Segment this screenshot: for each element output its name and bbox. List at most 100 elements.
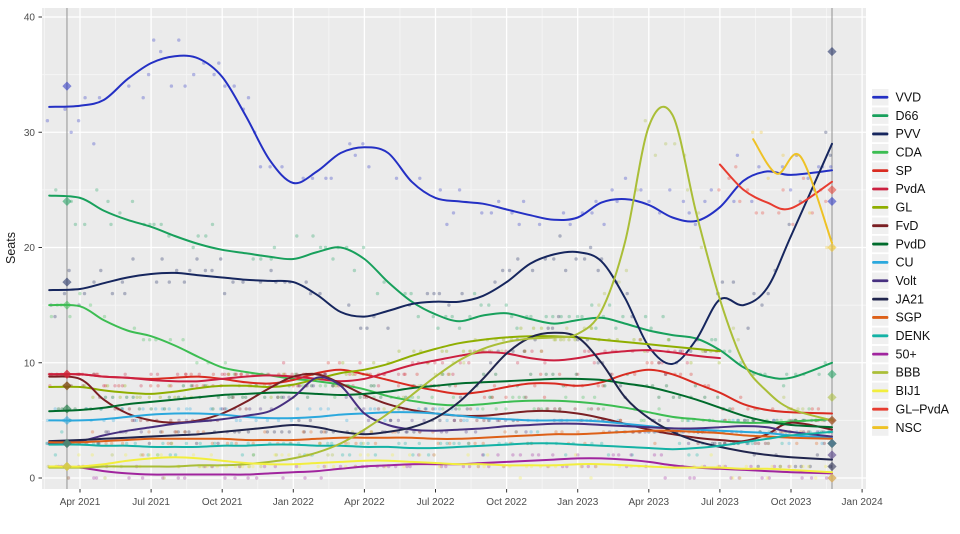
poll-dot (92, 142, 96, 146)
poll-dot (600, 441, 604, 446)
legend-item-GL–PvdA: GL–PvdA (872, 400, 950, 418)
poll-dot (739, 361, 743, 365)
poll-dot (530, 453, 535, 457)
poll-dot (183, 84, 187, 88)
poll-dot (223, 476, 227, 480)
poll-dot (146, 453, 150, 457)
poll-dot (594, 464, 598, 469)
legend-label: PvdD (896, 237, 927, 251)
poll-dot (453, 384, 458, 388)
poll-dot (45, 441, 49, 446)
poll-dot (358, 395, 362, 399)
poll-dot (727, 176, 731, 180)
poll-dot (618, 384, 623, 388)
poll-dot (417, 441, 421, 446)
poll-dot (239, 372, 243, 376)
poll-dot (280, 165, 284, 169)
poll-dot (376, 407, 381, 411)
poll-dot (176, 476, 180, 480)
poll-dot (316, 464, 320, 469)
poll-dot (154, 407, 158, 411)
poll-dot (680, 418, 685, 423)
poll-dot (191, 245, 195, 250)
poll-dot (775, 418, 779, 423)
poll-dot (447, 303, 451, 307)
poll-dot (161, 441, 165, 446)
poll-dot (361, 142, 365, 146)
legend-item-PVV: PVV (872, 125, 921, 143)
poll-dot (787, 222, 791, 227)
poll-dot (231, 280, 235, 284)
poll-dot (576, 372, 580, 376)
poll-dot (73, 222, 78, 227)
poll-dot (401, 395, 406, 399)
poll-dot (454, 407, 458, 411)
legend-item-CDA: CDA (872, 144, 923, 161)
poll-dot (756, 464, 760, 469)
poll-dot (133, 441, 137, 446)
trend-line-JA21 (48, 331, 833, 461)
poll-dot (173, 395, 177, 399)
poll-dot (388, 418, 393, 423)
poll-dot (546, 326, 550, 330)
legend-item-VVD: VVD (872, 89, 921, 106)
poll-dot (269, 268, 273, 273)
poll-dot (259, 464, 263, 469)
legend-item-PvdA: PvdA (872, 180, 926, 198)
poll-dot (564, 453, 568, 457)
poll-dot (751, 418, 755, 423)
election-result-diamond-FvD (62, 381, 72, 391)
trend-line-SGP (48, 429, 833, 444)
poll-dot (269, 257, 273, 261)
poll-dot (139, 384, 143, 388)
poll-dot (533, 384, 537, 388)
poll-dot (240, 453, 245, 457)
legend-label: GL (896, 201, 913, 215)
poll-dot (565, 326, 569, 330)
poll-dot (409, 291, 413, 296)
poll-dot (720, 280, 725, 284)
poll-dot (246, 430, 251, 434)
poll-dot (90, 453, 95, 457)
poll-dot (152, 222, 156, 227)
poll-dot (97, 96, 102, 100)
poll-dot (233, 372, 238, 376)
legend-item-BIJ1: BIJ1 (872, 382, 921, 400)
poll-dot (376, 384, 381, 388)
poll-dot (361, 441, 366, 446)
poll-dot (492, 384, 497, 388)
poll-dot (366, 453, 370, 457)
election-result-diamond-JA21 (827, 461, 837, 472)
poll-dot (225, 441, 230, 446)
poll-dot (728, 349, 732, 353)
poll-dot (539, 349, 543, 353)
poll-dot (480, 211, 484, 215)
poll-dot (579, 464, 583, 469)
poll-dot (517, 222, 521, 227)
trend-line-CDA (48, 303, 833, 424)
poll-dot (457, 326, 462, 330)
election-result-diamond-CU (62, 415, 72, 425)
poll-dot (68, 314, 72, 319)
poll-dot (137, 407, 142, 411)
poll-dot (373, 441, 378, 446)
poll-dot (580, 314, 584, 319)
poll-dot (183, 476, 187, 480)
poll-dot (468, 314, 472, 319)
poll-dot (182, 280, 187, 284)
poll-dot (169, 418, 173, 423)
poll-dot (450, 314, 454, 319)
poll-dot (134, 418, 139, 423)
poll-dot (188, 407, 192, 411)
poll-dots-PVV (49, 130, 832, 376)
poll-dot (189, 372, 193, 376)
poll-dot (396, 418, 401, 423)
poll-dot (436, 326, 440, 330)
x-tick-label: Apr 2023 (629, 497, 670, 508)
poll-dot (759, 130, 763, 134)
poll-dot (817, 372, 821, 376)
poll-dot (62, 291, 67, 296)
poll-dot (268, 165, 272, 169)
poll-dot (788, 188, 793, 192)
poll-dot (438, 407, 442, 411)
